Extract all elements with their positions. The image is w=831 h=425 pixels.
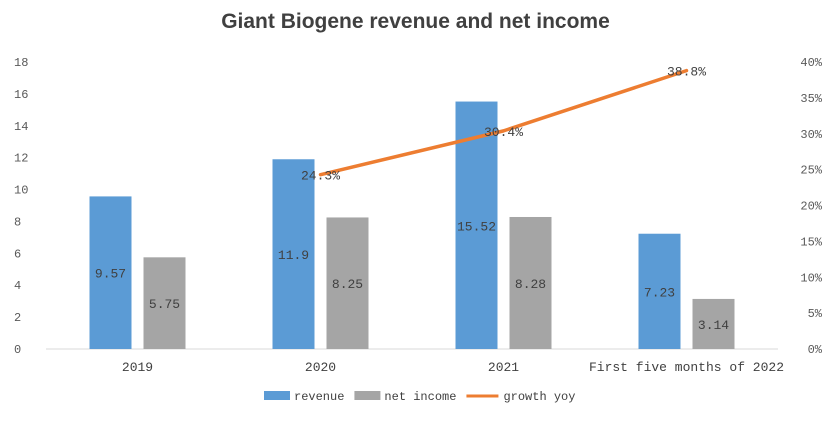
left-axis-tick-label: 14 (14, 120, 28, 134)
growth-yoy-data-label: 24.3% (301, 169, 340, 184)
net-income-data-label: 5.75 (149, 297, 180, 312)
chart-title: Giant Biogene revenue and net income (221, 10, 610, 33)
net-income-bar (509, 216, 552, 349)
right-axis-tick-label: 25% (800, 164, 822, 178)
net-income-data-label: 8.28 (515, 277, 546, 292)
right-axis-tick-label: 40% (800, 56, 822, 70)
right-axis-tick-label: 15% (800, 235, 822, 249)
revenue-data-label: 7.23 (644, 285, 675, 300)
legend: revenue net income growth yoy (264, 390, 575, 404)
revenue-bar (89, 196, 132, 349)
growth-line-group (318, 68, 689, 177)
left-axis-tick-label: 16 (14, 88, 28, 102)
net-income-bar (692, 298, 735, 349)
legend-label-revenue: revenue (294, 390, 344, 404)
legend-swatch-net-income (354, 391, 381, 400)
x-axis-category-label: First five months of 2022 (589, 360, 784, 375)
left-axis-tick-label: 12 (14, 152, 28, 166)
revenue-bar (638, 233, 681, 349)
left-axis-tick-label: 18 (14, 56, 28, 70)
left-axis-tick-label: 10 (14, 184, 28, 198)
net-income-data-label: 3.14 (698, 318, 729, 333)
revenue-data-label: 11.9 (278, 248, 309, 263)
right-axis: 0% 5% 10% 15% 20% 25% 30% 35% 40% (800, 56, 822, 357)
net-income-data-label: 8.25 (332, 277, 363, 292)
bars-group (89, 101, 735, 349)
revenue-data-label: 9.57 (95, 267, 126, 282)
legend-label-net-income: net income (384, 390, 456, 404)
net-income-bar (143, 257, 186, 349)
growth-yoy-line (318, 68, 689, 177)
left-axis-tick-label: 6 (14, 247, 21, 261)
legend-label-growth-yoy: growth yoy (503, 390, 575, 404)
right-axis-tick-label: 5% (808, 307, 823, 321)
left-axis-tick-label: 4 (14, 279, 21, 293)
left-axis-tick-label: 2 (14, 311, 21, 325)
right-axis-tick-label: 35% (800, 92, 822, 106)
right-axis-tick-label: 20% (800, 200, 822, 214)
revenue-bar (272, 159, 315, 349)
left-axis: 0 2 4 6 8 10 12 14 16 18 (14, 56, 28, 357)
revenue-bar (455, 101, 498, 349)
right-axis-tick-label: 0% (808, 343, 823, 357)
x-axis-category-label: 2021 (488, 360, 519, 375)
growth-yoy-data-label: 38.8% (667, 65, 706, 80)
x-axis-category-label: 2020 (305, 360, 336, 375)
right-axis-tick-label: 10% (800, 271, 822, 285)
right-axis-tick-label: 30% (800, 128, 822, 142)
x-axis: 2019 2020 2021 First five months of 2022 (46, 348, 784, 375)
revenue-data-label: 15.52 (457, 219, 496, 234)
growth-yoy-data-label: 30.4% (484, 125, 523, 140)
left-axis-tick-label: 8 (14, 215, 21, 229)
x-axis-category-label: 2019 (122, 360, 153, 375)
net-income-bar (326, 217, 369, 349)
data-labels-group: 9.57 11.9 15.52 7.23 5.75 8.25 8.28 3.14 24.3% 30… (95, 65, 729, 333)
legend-swatch-revenue (264, 391, 290, 400)
left-axis-tick-label: 0 (14, 343, 21, 357)
